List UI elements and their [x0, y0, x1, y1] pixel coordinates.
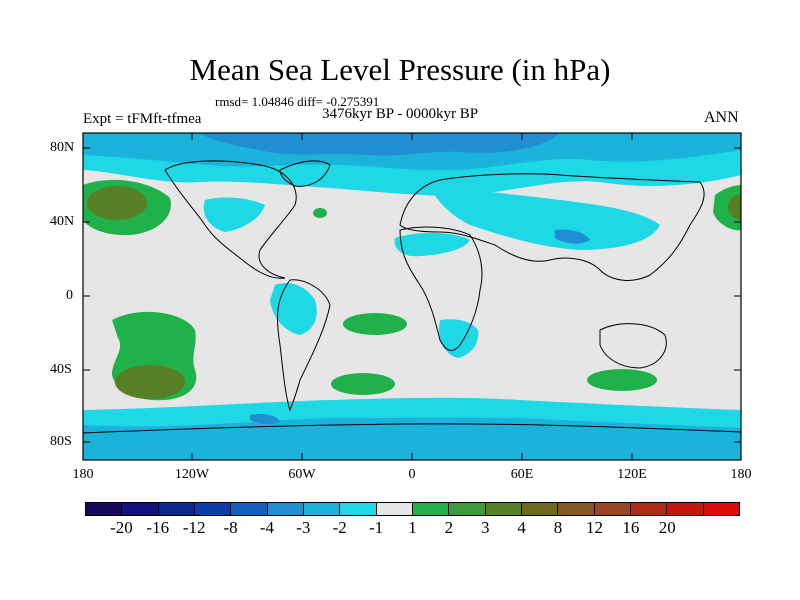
colorbar-label: -2 [332, 518, 347, 537]
map-field [83, 133, 741, 460]
lat-label-0: 0 [66, 288, 73, 303]
south-blue-spot [250, 413, 280, 425]
lat-label-40s: 40S [50, 362, 72, 377]
north-blue-region [200, 133, 560, 156]
africa-outline [399, 226, 483, 351]
lon-label-180e: 180 [730, 467, 752, 482]
lat-label-80n: 80N [50, 140, 75, 155]
colorbar-swatch [630, 503, 668, 515]
indian-ocean-green-region [587, 369, 657, 391]
colorbar-label: -20 [110, 518, 133, 537]
colorbar-label: 12 [585, 518, 603, 537]
colorbar-swatch [158, 503, 195, 515]
colorbar-swatch [340, 503, 377, 515]
colorbar-label: -3 [296, 518, 311, 537]
atlantic-green-spot [313, 208, 327, 218]
south-pacific-olive-region [115, 365, 185, 399]
colorbar-label: 3 [481, 518, 490, 537]
colorbar-label: 1 [408, 518, 417, 537]
colorbar-swatch [194, 503, 232, 515]
south-atlantic-green-region-2 [331, 373, 395, 395]
lon-label-120e: 120E [617, 467, 647, 482]
asia-blue-spot [555, 229, 590, 244]
colorbar-swatch [86, 503, 123, 515]
period-label: 3476kyr BP - 0000kyr BP [322, 106, 479, 122]
south-america-outline [276, 279, 331, 412]
season-label: ANN [704, 109, 739, 126]
colorbar-label: -4 [259, 518, 275, 537]
colorbar-label: 2 [444, 518, 454, 537]
coastlines [83, 160, 741, 434]
colorbar-swatch [267, 503, 304, 515]
colorbar-label: -16 [146, 518, 170, 537]
colorbar [85, 502, 740, 516]
colorbar-swatch [558, 503, 595, 515]
experiment-label: Expt = tFMft-tfmea [83, 111, 202, 127]
greenland-outline [279, 160, 331, 187]
colorbar-swatch [376, 503, 413, 515]
lon-label-60w: 60W [288, 467, 316, 482]
colorbar-swatch [122, 503, 159, 515]
lon-label-120w: 120W [174, 467, 210, 482]
south-lightblue-region [83, 417, 741, 460]
north-america-outline [164, 160, 297, 279]
eurasia-outline [399, 173, 705, 281]
lon-label-0: 0 [408, 467, 416, 482]
colorbar-label: -1 [369, 518, 384, 537]
lat-label-80s: 80S [50, 434, 72, 449]
colorbar-label: -8 [223, 518, 238, 537]
lon-label-180w: 180 [72, 467, 94, 482]
colorbar-swatch [231, 503, 268, 515]
north-pacific-olive-region [87, 186, 147, 220]
colorbar-swatch [594, 503, 631, 515]
north-africa-cyan-region [394, 232, 470, 257]
plot-title: Mean Sea Level Pressure (in hPa) [189, 52, 611, 87]
lon-label-60e: 60E [510, 467, 534, 482]
statistics-label: rmsd= 1.04846 diff= -0.275391 [215, 94, 380, 109]
eurasia-cyan-region [430, 185, 660, 250]
colorbar-swatch [412, 503, 450, 515]
antarctica-outline [83, 423, 741, 434]
north-america-cyan-region [203, 197, 265, 232]
australia-outline [599, 323, 667, 369]
colorbar-label: 20 [658, 518, 676, 537]
south-africa-cyan-region [439, 319, 479, 358]
colorbar-swatch [703, 503, 739, 515]
colorbar-label: 16 [622, 518, 640, 537]
south-atlantic-green-region [343, 313, 407, 335]
axis-ticks [83, 133, 741, 460]
colorbar-swatch [449, 503, 486, 515]
colorbar-label: 4 [517, 518, 526, 537]
colorbar-label: 8 [553, 518, 563, 537]
colorbar-swatch [303, 503, 341, 515]
colorbar-swatch [485, 503, 522, 515]
colorbar-swatch [667, 503, 704, 515]
colorbar-swatch [521, 503, 559, 515]
east-pacific-olive-region [728, 195, 741, 219]
lat-label-40n: 40N [50, 214, 75, 229]
colorbar-label: -12 [182, 518, 206, 537]
